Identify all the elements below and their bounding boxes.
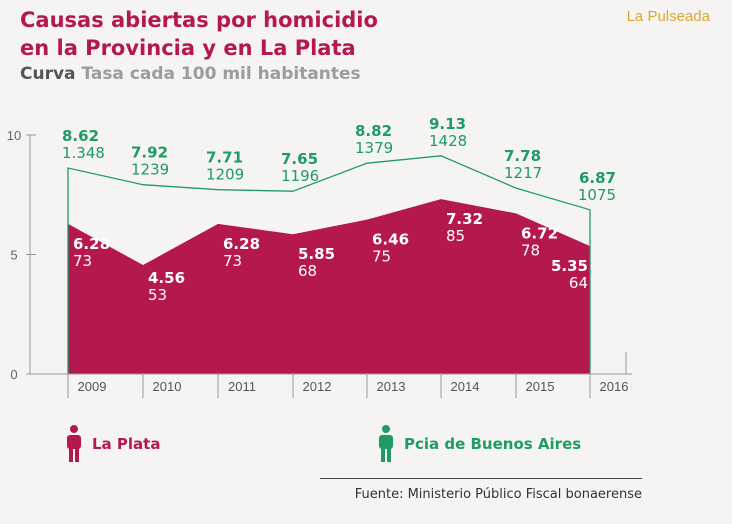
la-plata-count-label: 64 bbox=[569, 274, 588, 292]
buenos-aires-rate-label: 7.92 bbox=[131, 144, 168, 162]
x-tick-label: 2015 bbox=[526, 379, 555, 394]
buenos-aires-count-label: 1.348 bbox=[62, 144, 105, 162]
buenos-aires-count-label: 1209 bbox=[206, 166, 244, 184]
la-plata-count-label: 73 bbox=[73, 252, 92, 270]
buenos-aires-rate-label: 7.65 bbox=[281, 150, 318, 168]
buenos-aires-line bbox=[67, 155, 591, 374]
la-plata-rate-label: 6.28 bbox=[73, 235, 110, 253]
la-plata-count-label: 78 bbox=[521, 241, 540, 259]
person-icon bbox=[379, 425, 393, 462]
la-plata-count-label: 68 bbox=[298, 262, 317, 280]
x-tick-label: 2010 bbox=[153, 379, 182, 394]
buenos-aires-rate-label: 8.62 bbox=[62, 127, 99, 145]
x-tick-label: 2009 bbox=[78, 379, 107, 394]
la-plata-rate-label: 5.35 bbox=[551, 257, 588, 275]
subtitle-curve: Curva bbox=[20, 64, 76, 84]
title-line-1: Causas abiertas por homicidio bbox=[20, 8, 378, 32]
la-plata-rate-label: 5.85 bbox=[298, 245, 335, 263]
y-tick-label: 10 bbox=[7, 128, 21, 143]
buenos-aires-rate-label: 7.71 bbox=[206, 149, 243, 167]
x-tick-label: 2011 bbox=[228, 379, 256, 394]
la-plata-area bbox=[68, 199, 590, 374]
la-plata-count-label: 85 bbox=[446, 227, 465, 245]
source-note: Fuente: Ministerio Público Fiscal bonaer… bbox=[320, 478, 642, 502]
x-tick-label: 2014 bbox=[451, 379, 480, 394]
buenos-aires-rate-label: 8.82 bbox=[355, 122, 392, 140]
buenos-aires-count-label: 1196 bbox=[281, 167, 319, 185]
buenos-aires-count-label: 1239 bbox=[131, 161, 169, 179]
buenos-aires-count-label: 1379 bbox=[355, 139, 393, 157]
buenos-aires-rate-label: 9.13 bbox=[429, 115, 466, 133]
x-tick-label: 2012 bbox=[303, 379, 332, 394]
legend-label-la-plata: La Plata bbox=[92, 435, 161, 453]
buenos-aires-count-label: 1217 bbox=[504, 164, 542, 182]
buenos-aires-count-label: 1075 bbox=[578, 186, 616, 204]
chart-title: Causas abiertas por homicidio en la Prov… bbox=[20, 6, 378, 62]
person-icon bbox=[67, 425, 81, 462]
la-plata-rate-label: 6.72 bbox=[521, 224, 558, 242]
legend-label-buenos-aires: Pcia de Buenos Aires bbox=[404, 435, 582, 453]
la-plata-rate-label: 7.32 bbox=[446, 210, 483, 228]
la-plata-count-label: 75 bbox=[372, 248, 391, 266]
x-tick-label: 2016 bbox=[600, 379, 629, 394]
subtitle-rate: Tasa cada 100 mil habitantes bbox=[81, 64, 361, 84]
y-tick-label: 5 bbox=[10, 248, 17, 263]
la-plata-rate-label: 6.28 bbox=[223, 235, 260, 253]
buenos-aires-count-label: 1428 bbox=[429, 132, 467, 150]
la-plata-count-label: 73 bbox=[223, 252, 242, 270]
chart-subtitle: Curva Tasa cada 100 mil habitantes bbox=[20, 64, 361, 84]
y-tick-label: 0 bbox=[10, 367, 17, 382]
legend-buenos-aires: Pcia de Buenos Aires bbox=[378, 425, 581, 463]
la-plata-rate-label: 4.56 bbox=[148, 269, 185, 287]
buenos-aires-rate-label: 7.78 bbox=[504, 147, 541, 165]
la-plata-count-label: 53 bbox=[148, 286, 167, 304]
title-line-2: en la Provincia y en La Plata bbox=[20, 36, 356, 60]
brand-logo: La Pulseada bbox=[626, 8, 710, 25]
legend-la-plata: La Plata bbox=[66, 425, 160, 463]
buenos-aires-rate-label: 6.87 bbox=[579, 169, 616, 187]
la-plata-rate-label: 6.46 bbox=[372, 231, 409, 249]
x-tick-label: 2013 bbox=[377, 379, 406, 394]
